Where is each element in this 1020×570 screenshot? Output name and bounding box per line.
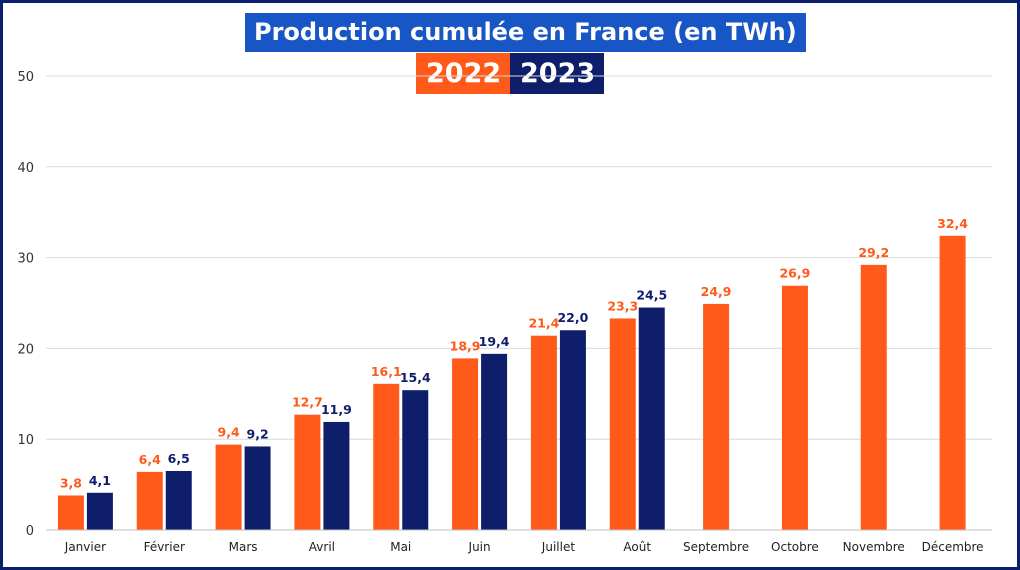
data-label-2022: 26,9 bbox=[779, 266, 810, 281]
legend-item-2023: 2023 bbox=[510, 53, 604, 94]
y-tick-label: 30 bbox=[17, 252, 34, 267]
x-tick-label: Juillet bbox=[541, 540, 576, 554]
x-tick-label: Septembre bbox=[683, 540, 749, 554]
data-label-2023: 9,2 bbox=[247, 426, 269, 441]
bar-2023 bbox=[402, 390, 429, 530]
data-label-2022: 9,4 bbox=[218, 425, 240, 440]
data-label-2022: 23,3 bbox=[607, 298, 638, 313]
x-tick-label: Octobre bbox=[771, 540, 819, 554]
bar-2022 bbox=[939, 235, 966, 531]
bar-2023 bbox=[559, 330, 586, 530]
bar-2022 bbox=[609, 318, 636, 530]
bar-2022 bbox=[452, 358, 479, 530]
bar-2022 bbox=[530, 335, 557, 530]
bar-2023 bbox=[244, 446, 271, 530]
data-label-2023: 19,4 bbox=[479, 334, 510, 349]
x-tick-label: Avril bbox=[309, 540, 335, 554]
y-tick-label: 40 bbox=[17, 161, 34, 176]
data-label-2022: 29,2 bbox=[858, 245, 889, 260]
data-label-2023: 6,5 bbox=[168, 451, 190, 466]
bar-2023 bbox=[481, 353, 508, 530]
bar-2022 bbox=[215, 444, 242, 530]
data-label-2022: 24,9 bbox=[701, 284, 732, 299]
data-label-2023: 24,5 bbox=[636, 288, 667, 303]
x-tick-label: Juin bbox=[468, 540, 491, 554]
data-label-2022: 6,4 bbox=[139, 452, 161, 467]
data-label-2022: 32,4 bbox=[937, 216, 968, 231]
y-tick-label: 20 bbox=[17, 342, 34, 357]
x-tick-label: Mai bbox=[390, 540, 411, 554]
legend-item-2022: 2022 bbox=[416, 53, 510, 94]
x-tick-label: Mars bbox=[229, 540, 258, 554]
bar-2022 bbox=[294, 414, 321, 530]
data-label-2022: 21,4 bbox=[528, 316, 559, 331]
x-tick-label: Novembre bbox=[843, 540, 905, 554]
data-label-2023: 4,1 bbox=[89, 473, 111, 488]
data-label-2022: 3,8 bbox=[60, 475, 82, 490]
bar-2022 bbox=[373, 383, 400, 530]
x-tick-label: Février bbox=[144, 540, 185, 554]
x-tick-label: Décembre bbox=[922, 540, 984, 554]
data-label-2023: 11,9 bbox=[321, 402, 352, 417]
bar-2022 bbox=[57, 495, 84, 530]
chart-title: Production cumulée en France (en TWh) bbox=[245, 13, 806, 52]
bar-2022 bbox=[136, 471, 163, 530]
legend: 2022 2023 bbox=[416, 53, 604, 94]
y-tick-label: 50 bbox=[17, 70, 34, 85]
bar-2023 bbox=[638, 307, 665, 530]
data-label-2023: 22,0 bbox=[557, 310, 588, 325]
bar-2022 bbox=[860, 264, 887, 530]
x-tick-label: Janvier bbox=[64, 540, 106, 554]
bar-2022 bbox=[703, 303, 730, 530]
data-label-2022: 16,1 bbox=[371, 364, 402, 379]
data-label-2023: 15,4 bbox=[400, 370, 431, 385]
bar-2023 bbox=[165, 470, 192, 530]
data-label-2022: 18,9 bbox=[450, 338, 481, 353]
bar-2023 bbox=[86, 492, 113, 530]
y-tick-label: 0 bbox=[26, 524, 34, 539]
y-tick-label: 10 bbox=[17, 433, 34, 448]
x-tick-label: Août bbox=[623, 540, 651, 554]
bar-2022 bbox=[781, 285, 808, 530]
bar-2023 bbox=[323, 421, 350, 530]
data-label-2022: 12,7 bbox=[292, 395, 323, 410]
